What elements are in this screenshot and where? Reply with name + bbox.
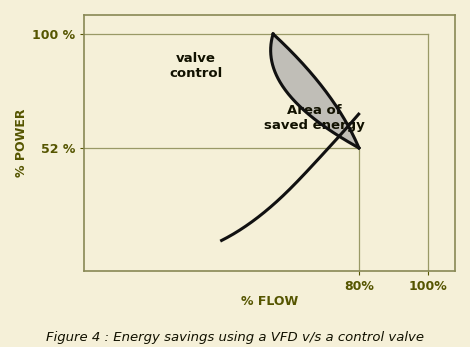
Text: valve
control: valve control: [169, 52, 222, 80]
Text: Area of
saved energy: Area of saved energy: [264, 103, 365, 132]
Polygon shape: [271, 34, 359, 148]
X-axis label: % FLOW: % FLOW: [241, 295, 298, 308]
Y-axis label: % POWER: % POWER: [15, 109, 28, 177]
Text: Figure 4 : Energy savings using a VFD v/s a control valve: Figure 4 : Energy savings using a VFD v/…: [46, 331, 424, 344]
